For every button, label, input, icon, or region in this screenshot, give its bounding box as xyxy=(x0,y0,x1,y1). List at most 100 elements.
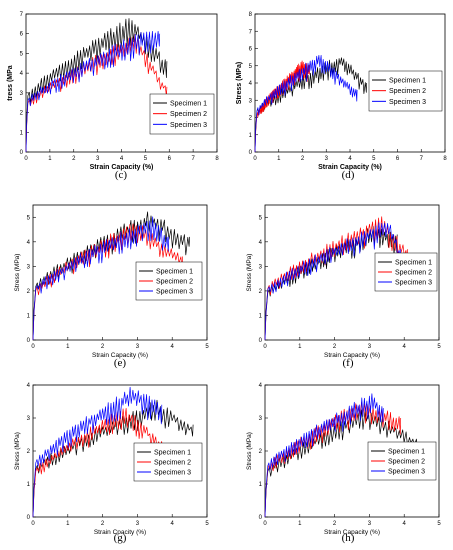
x-tick-label: 0 xyxy=(253,156,257,162)
panel-label: (h) xyxy=(342,532,355,544)
legend-label: Specimen 1 xyxy=(389,78,426,85)
panel-label: (d) xyxy=(342,169,355,181)
y-tick-label: 3 xyxy=(259,264,263,270)
y-tick-label: 4 xyxy=(27,240,31,246)
y-axis-title: Stress (MPa) xyxy=(246,432,253,470)
y-tick-label: 1 xyxy=(27,482,31,488)
x-tick-label: 2 xyxy=(101,521,105,527)
x-tick-label: 1 xyxy=(66,344,70,350)
x-tick-label: 3 xyxy=(136,344,140,350)
y-axis-title: Stress (MPa) xyxy=(236,62,243,104)
y-axis-title: Stress (MPa) xyxy=(246,254,253,292)
y-tick-label: 1 xyxy=(259,313,263,319)
legend-label: Specimen 3 xyxy=(156,289,193,296)
x-tick-label: 7 xyxy=(420,156,424,162)
y-tick-label: 5 xyxy=(259,215,263,221)
x-tick-label: 6 xyxy=(396,156,400,162)
x-tick-label: 1 xyxy=(48,156,52,162)
y-tick-label: 6 xyxy=(249,47,253,53)
y-tick-label: 3 xyxy=(249,98,253,104)
x-axis-title: Strain Capacity (%) xyxy=(92,352,148,359)
chart-panel: 0 1 2 3 4 5 0 1 2 3 4 5 Strain Capacity (%) Stress (M… xyxy=(246,204,441,369)
x-tick-label: 1 xyxy=(66,521,70,527)
y-tick-label: 3 xyxy=(20,91,24,97)
x-tick-label: 2 xyxy=(101,344,105,350)
x-tick-label: 4 xyxy=(348,156,352,162)
series-line-specimen-3 xyxy=(254,54,358,153)
y-tick-label: 4 xyxy=(20,71,24,77)
legend-label: Specimen 2 xyxy=(388,459,425,466)
x-tick-label: 2 xyxy=(333,521,337,527)
legend-label: Specimen 1 xyxy=(388,449,425,456)
x-tick-label: 8 xyxy=(443,156,447,162)
y-tick-label: 4 xyxy=(249,81,253,87)
legend-label: Specimen 2 xyxy=(170,111,207,118)
x-tick-label: 4 xyxy=(171,521,175,527)
series-line-specimen-3 xyxy=(32,386,163,518)
x-tick-label: 2 xyxy=(333,344,337,350)
chart-panel: 0 1 2 3 4 5 0 1 2 3 4 5 Strain Capacity (%) Stress (M… xyxy=(14,204,209,369)
legend-label: Specimen 1 xyxy=(154,450,191,457)
x-tick-label: 0 xyxy=(31,521,35,527)
x-axis-title: Strain Capacity (%) xyxy=(90,164,154,171)
y-tick-label: 7 xyxy=(249,29,253,35)
panel-label: (c) xyxy=(115,169,128,181)
legend-label: Specimen 2 xyxy=(389,88,426,95)
series-line-specimen-3 xyxy=(264,222,402,341)
x-tick-label: 5 xyxy=(205,521,209,527)
y-tick-label: 2 xyxy=(259,289,263,295)
y-tick-label: 5 xyxy=(27,215,31,221)
y-axis-title: Stress (MPa) xyxy=(14,432,21,470)
legend-label: Specimen 2 xyxy=(154,460,191,467)
y-tick-label: 7 xyxy=(20,12,24,18)
panel-label: (e) xyxy=(114,357,127,369)
y-tick-label: 0 xyxy=(259,338,263,344)
legend-label: Specimen 1 xyxy=(170,101,207,108)
y-tick-label: 1 xyxy=(20,130,24,136)
x-tick-label: 1 xyxy=(298,344,302,350)
plot-frame xyxy=(264,204,440,341)
chart-panel: 0 1 2 3 4 5 6 7 8 0 1 2 3 4 5 6 7 8 Strain Capacity (%) Str… xyxy=(236,12,447,181)
x-tick-label: 5 xyxy=(437,521,441,527)
y-tick-label: 2 xyxy=(27,449,31,455)
y-tick-label: 2 xyxy=(20,111,24,117)
x-axis-title: Strain Capacity (%) xyxy=(318,164,382,171)
y-tick-label: 0 xyxy=(249,150,253,156)
legend-label: Specimen 3 xyxy=(154,470,191,477)
legend-label: Specimen 1 xyxy=(395,260,432,267)
y-axis-title: Stress (MPa) xyxy=(14,254,21,292)
x-tick-label: 2 xyxy=(301,156,305,162)
series-line-specimen-3 xyxy=(264,393,384,518)
x-tick-label: 1 xyxy=(277,156,281,162)
series-line-specimen-1 xyxy=(254,57,367,153)
y-axis-title: tress (MPa xyxy=(7,65,14,101)
y-tick-label: 3 xyxy=(259,416,263,422)
y-tick-label: 2 xyxy=(27,289,31,295)
x-tick-label: 0 xyxy=(263,521,267,527)
x-axis-title: Strain Capacity (%) xyxy=(324,352,380,359)
y-tick-label: 5 xyxy=(20,51,24,57)
y-tick-label: 3 xyxy=(27,416,31,422)
panel-label: (g) xyxy=(114,532,127,544)
x-tick-label: 4 xyxy=(403,344,407,350)
x-tick-label: 5 xyxy=(437,344,441,350)
x-tick-label: 5 xyxy=(372,156,376,162)
x-tick-label: 6 xyxy=(168,156,172,162)
legend-label: Specimen 1 xyxy=(156,269,193,276)
x-tick-label: 0 xyxy=(24,156,28,162)
legend-label: Specimen 2 xyxy=(156,279,193,286)
x-tick-label: 4 xyxy=(171,344,175,350)
x-tick-label: 5 xyxy=(144,156,148,162)
legend-label: Specimen 2 xyxy=(395,270,432,277)
x-tick-label: 4 xyxy=(403,521,407,527)
y-tick-label: 0 xyxy=(27,515,31,521)
legend-label: Specimen 3 xyxy=(389,99,426,106)
chart-panel: 0 1 2 3 4 5 0 1 2 3 4 Strain Capacity (%) Stress (MP… xyxy=(246,383,441,544)
y-tick-label: 2 xyxy=(249,116,253,122)
x-tick-label: 0 xyxy=(31,344,35,350)
x-axis-title: Strain Capacity (%) xyxy=(324,529,380,536)
x-tick-label: 4 xyxy=(120,156,124,162)
x-tick-label: 1 xyxy=(298,521,302,527)
y-tick-label: 8 xyxy=(249,12,253,18)
